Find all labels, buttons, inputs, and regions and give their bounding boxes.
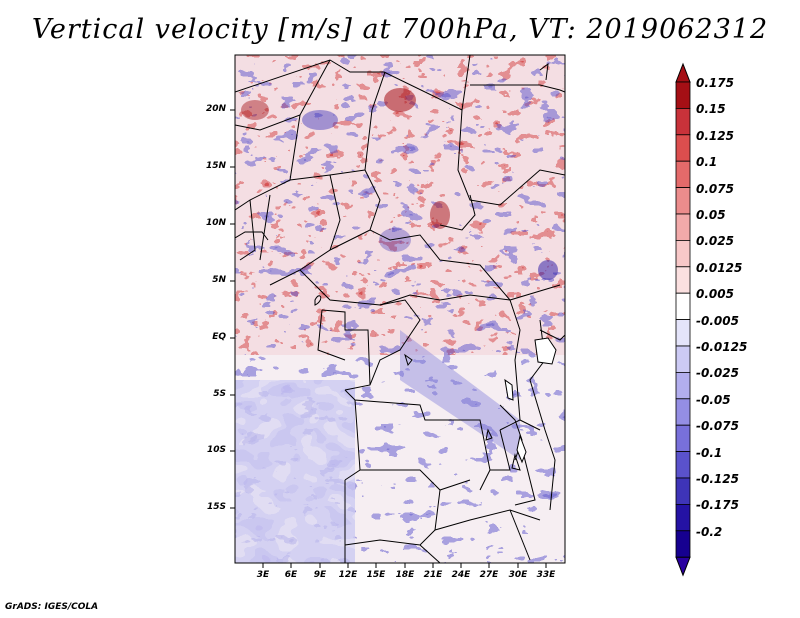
lon-label: 30E	[508, 570, 528, 580]
colorbar-segment	[675, 451, 691, 479]
colorbar-tick-label: -0.175	[696, 498, 739, 513]
colorbar-segment	[675, 530, 691, 558]
colorbar-tick-label: -0.05	[696, 392, 731, 407]
colorbar-segment	[675, 134, 691, 162]
colorbar-tick-label: -0.125	[696, 472, 739, 486]
lon-label: 12E	[338, 570, 358, 580]
lat-label: 5S	[213, 389, 226, 399]
credit-text: GrADS: IGES/COLA	[5, 602, 99, 612]
colorbar-segment	[675, 477, 691, 505]
colorbar-tick-label: -0.2	[696, 524, 723, 539]
lat-label: 10S	[206, 445, 226, 455]
lakes	[504, 337, 557, 464]
lat-label: EQ	[212, 332, 226, 342]
colorbar-tick-label: 0.025	[696, 234, 734, 249]
lat-label: 15N	[205, 161, 226, 171]
vertical-velocity-field	[235, 55, 565, 563]
lat-label: 5N	[212, 275, 226, 285]
colorbar-segment	[675, 108, 691, 136]
colorbar-tick-label: 0.005	[696, 287, 734, 302]
colorbar-tick-label: 0.075	[696, 181, 734, 196]
lon-label: 3E	[256, 570, 270, 580]
lon-label: 6E	[284, 570, 298, 580]
colorbar-tick-label: -0.075	[696, 419, 739, 434]
colorbar-segment	[675, 81, 691, 109]
colorbar-tick-label: 0.15	[696, 102, 726, 117]
lon-label: 33E	[536, 570, 556, 580]
colorbar-tick-label: 0.1	[696, 155, 718, 170]
colorbar-segment	[675, 266, 691, 294]
lat-ticks	[230, 109, 235, 509]
colorbar	[675, 62, 691, 577]
colorbar-tick-label: 0.0125	[696, 260, 743, 275]
country-borders	[235, 55, 565, 563]
map-title: Vertical velocity [m/s] at 700hPa, VT: 2…	[31, 14, 769, 45]
colorbar-tick-label: -0.1	[696, 445, 723, 460]
lon-label: 21E	[423, 570, 443, 580]
colorbar-bottom-arrow	[675, 556, 691, 577]
colorbar-segment	[675, 292, 691, 321]
colorbar-tick-label: 0.175	[696, 76, 734, 90]
colorbar-segment	[675, 187, 691, 215]
colorbar-segment	[675, 503, 691, 532]
lat-label: 20N	[205, 104, 226, 114]
lon-label: 24E	[451, 570, 471, 580]
lon-label: 27E	[479, 570, 499, 580]
lon-label: 18E	[395, 570, 415, 580]
colorbar-tick-label: 0.05	[696, 208, 726, 222]
colorbar-segment	[675, 398, 691, 426]
colorbar-segment	[675, 239, 691, 268]
colorbar-top-arrow	[675, 62, 691, 83]
lat-label: 15S	[206, 502, 226, 512]
colorbar-tick-label: -0.005	[696, 313, 739, 328]
colorbar-tick-label: -0.025	[696, 366, 739, 381]
colorbar-tick-label: -0.0125	[696, 340, 748, 354]
colorbar-segment	[675, 160, 691, 188]
colorbar-tick-label: 0.125	[696, 128, 734, 143]
lon-ticks	[262, 563, 547, 568]
lon-label: 9E	[313, 570, 327, 580]
colorbar-segment	[675, 371, 691, 400]
colorbar-segment	[675, 345, 691, 373]
colorbar-segment	[675, 319, 691, 347]
colorbar-segment	[675, 424, 691, 453]
map-frame	[234, 54, 566, 564]
lon-label: 15E	[366, 570, 386, 580]
colorbar-segment	[675, 213, 691, 241]
lat-label: 10N	[205, 218, 226, 228]
